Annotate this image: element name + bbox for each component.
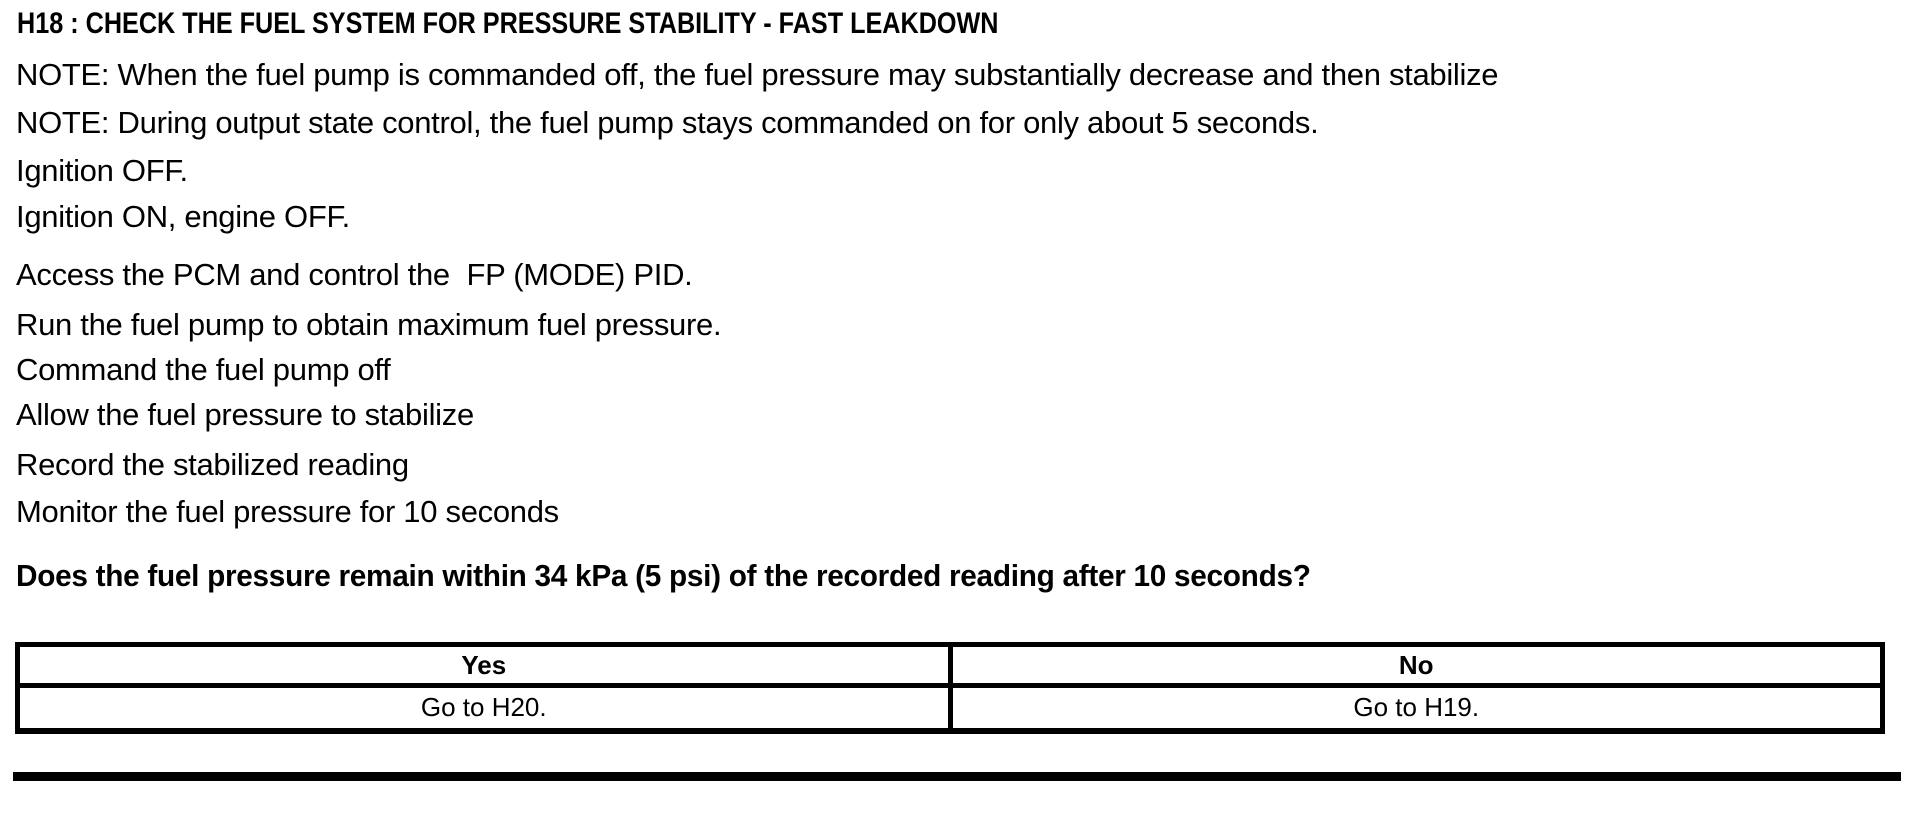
table-row: Go to H20. Go to H19. [15,683,1885,734]
procedure-title: H18 : CHECK THE FUEL SYSTEM FOR PRESSURE… [17,7,999,40]
section-divider [13,772,1901,781]
decision-table: Yes No Go to H20. Go to H19. [15,642,1885,734]
no-column-header: No [947,642,1885,688]
step-ignition-on: Ignition ON, engine OFF. [16,199,350,234]
yes-column-header: Yes [15,642,953,688]
step-monitor-pressure: Monitor the fuel pressure for 10 seconds [16,494,559,529]
step-run-fuel-pump: Run the fuel pump to obtain maximum fuel… [16,307,722,342]
step-record-reading: Record the stabilized reading [16,447,409,482]
step-command-pump-off: Command the fuel pump off [16,352,391,387]
step-allow-stabilize: Allow the fuel pressure to stabilize [16,397,474,432]
table-header-row: Yes No [15,642,1885,688]
step-ignition-off: Ignition OFF. [16,153,188,188]
note-line-2: NOTE: During output state control, the f… [16,105,1319,140]
note-line-1: NOTE: When the fuel pump is commanded of… [16,57,1499,92]
no-action-cell: Go to H19. [947,683,1885,734]
yes-action-cell: Go to H20. [15,683,953,734]
decision-question: Does the fuel pressure remain within 34 … [16,558,1311,593]
step-access-pcm: Access the PCM and control the FP (MODE)… [16,257,693,292]
